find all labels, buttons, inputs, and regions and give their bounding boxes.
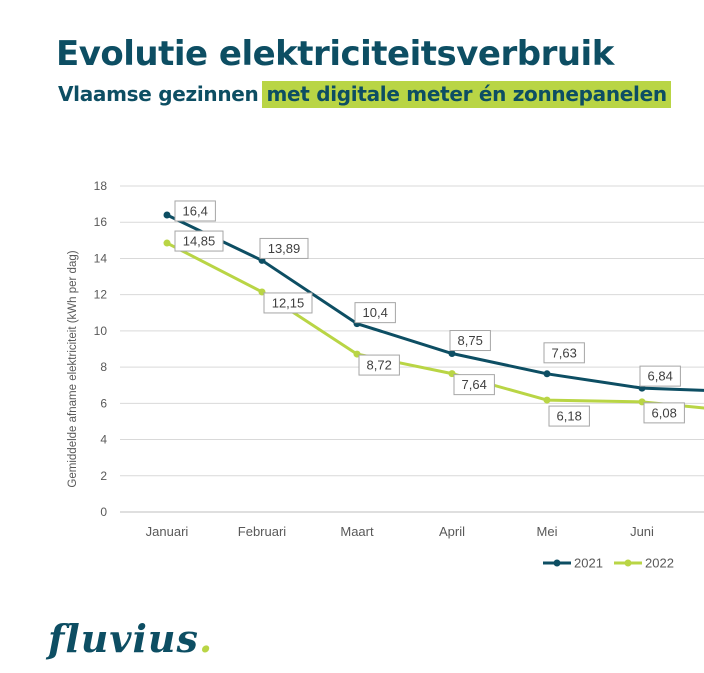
y-tick-label: 14	[94, 251, 108, 265]
data-point-2021	[543, 370, 551, 378]
series-line-2021	[166, 213, 704, 392]
data-label-box	[174, 200, 216, 222]
data-label-box	[543, 342, 585, 364]
data-label: 7,64	[462, 377, 487, 392]
logo-text: fluvius	[48, 616, 199, 661]
data-label-box	[354, 302, 396, 324]
data-label: 7,63	[552, 345, 577, 360]
data-label: 8,75	[458, 333, 483, 348]
data-label-box	[643, 402, 685, 424]
subtitle-plain: Vlaamse gezinnen	[58, 82, 259, 106]
fluvius-logo: fluvius.	[48, 616, 213, 661]
subtitle-highlight: met digitale meter én zonnepanelen	[262, 81, 671, 108]
line-chart: 0 2 4 6 8 10 12 14 16 18 Januari Februari Maart April…	[67, 179, 704, 571]
data-label-box	[453, 374, 495, 396]
y-tick-label: 16	[94, 215, 108, 229]
page-subtitle: Vlaamse gezinnen met digitale meter én zo…	[58, 81, 671, 108]
y-axis-label: Gemiddelde afname elektriciteit (kWh per…	[67, 250, 79, 487]
y-tick-label: 0	[100, 505, 107, 519]
y-tick-label: 18	[94, 179, 108, 193]
data-label-box	[259, 237, 309, 259]
data-point-2022	[543, 396, 551, 404]
legend-label-2021: 2021	[574, 556, 603, 571]
data-label: 6,84	[648, 369, 673, 384]
data-label-box	[639, 365, 681, 387]
legend-marker-2021	[553, 559, 561, 567]
data-label-box	[449, 330, 491, 352]
data-label-box	[358, 354, 400, 376]
x-tick-label: Januari	[146, 524, 189, 539]
data-label: 13,89	[268, 241, 301, 256]
data-point-2022	[163, 239, 171, 247]
data-label-box	[548, 405, 590, 427]
data-label: 10,4	[363, 305, 388, 320]
y-tick-label: 8	[100, 360, 107, 374]
data-label-box	[263, 292, 313, 314]
data-label: 6,18	[557, 409, 582, 424]
y-tick-label: 2	[100, 469, 107, 483]
x-tick-label: Juni	[630, 524, 654, 539]
logo-dot: .	[198, 616, 214, 661]
data-label: 8,72	[367, 358, 392, 373]
x-tick-label: Mei	[537, 524, 558, 539]
y-tick-label: 12	[94, 288, 108, 302]
data-point-2021	[448, 350, 456, 358]
legend-label-2022: 2022	[645, 556, 674, 571]
data-label: 6,08	[652, 405, 677, 420]
legend-marker-2022	[624, 559, 632, 567]
x-tick-label: Februari	[238, 524, 287, 539]
y-tick-label: 4	[100, 433, 107, 447]
x-tick-label: April	[439, 524, 465, 539]
data-point-2021	[163, 211, 171, 219]
data-label: 12,15	[272, 295, 305, 310]
page-title: Evolutie elektriciteitsverbruik	[56, 34, 614, 74]
data-label-box	[174, 230, 224, 252]
y-tick-label: 6	[100, 396, 107, 410]
data-label: 14,85	[183, 234, 216, 249]
data-label: 16,4	[183, 203, 208, 218]
x-tick-label: Maart	[340, 524, 374, 539]
y-tick-label: 10	[94, 324, 108, 338]
